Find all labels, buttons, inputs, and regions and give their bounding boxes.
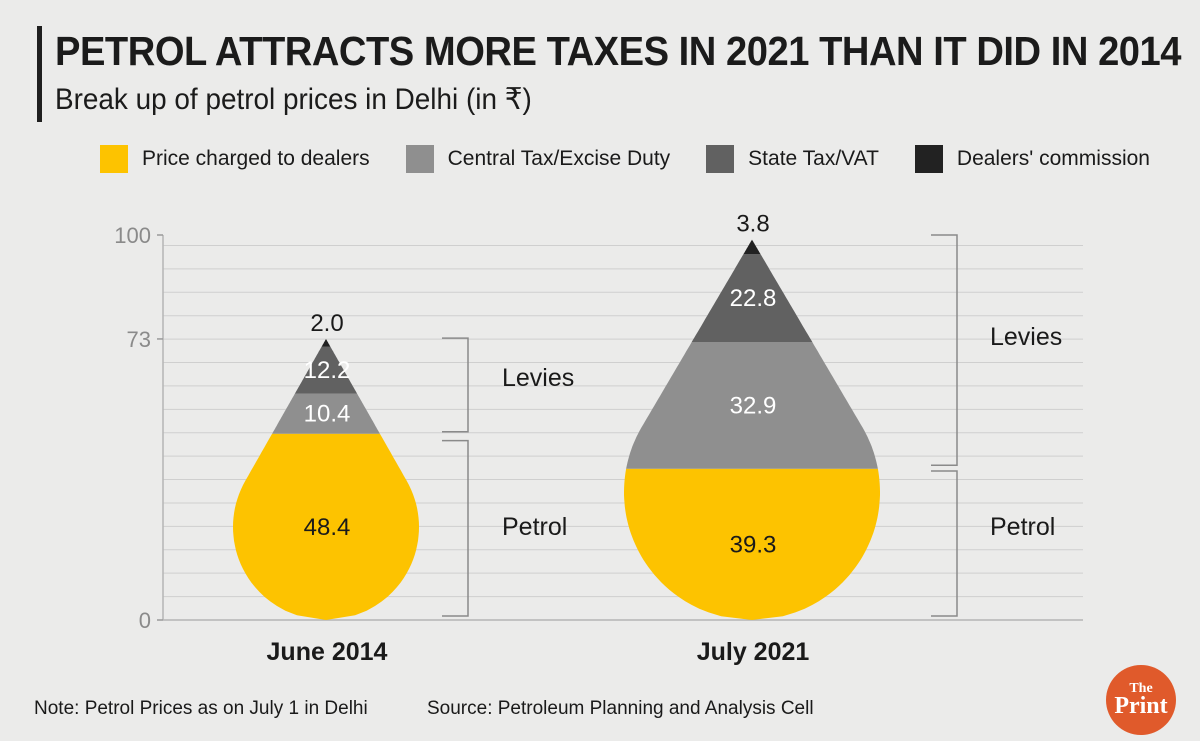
data-label: 32.9	[730, 392, 777, 419]
footer-note: Note: Petrol Prices as on July 1 in Delh…	[34, 698, 368, 719]
theprint-logo: The Print	[1106, 665, 1176, 735]
drop-segment-state-tax-vat	[691, 254, 813, 342]
legend-item: Central Tax/Excise Duty	[405, 145, 671, 173]
footer-source: Source: Petroleum Planning and Analysis …	[427, 698, 814, 719]
legend-item: Price charged to dealers	[100, 145, 370, 173]
y-tick-label: 0	[139, 608, 151, 633]
legend-swatch	[100, 145, 128, 173]
levies-bracket	[442, 337, 469, 433]
petrol-annotation: Petrol	[990, 513, 1055, 541]
data-label: 3.8	[736, 211, 769, 238]
petrol-bracket	[931, 470, 958, 617]
data-label: 12.2	[304, 357, 351, 384]
category-label: June 2014	[267, 638, 388, 666]
legend-item: Dealers' commission	[914, 145, 1150, 173]
legend: Price charged to dealers Central Tax/Exci…	[100, 145, 1186, 173]
drop-segment-central-tax-excise-duty	[626, 342, 878, 469]
levies-annotation: Levies	[502, 364, 574, 392]
drop-segment-dealers-commission	[321, 338, 331, 347]
data-label: 2.0	[310, 310, 343, 337]
data-label: 39.3	[730, 531, 777, 558]
legend-swatch	[914, 145, 943, 173]
logo-text-the: The	[1129, 680, 1153, 696]
y-tick-label: 73	[127, 327, 151, 352]
title-accent-bar	[37, 26, 42, 122]
legend-label: Central Tax/Excise Duty	[447, 147, 671, 170]
levies-annotation: Levies	[990, 323, 1062, 351]
data-label: 22.8	[730, 285, 777, 312]
legend-label: State Tax/VAT	[748, 147, 879, 170]
y-tick-label: 100	[114, 223, 151, 248]
data-label: 48.4	[304, 514, 351, 541]
legend-label: Dealers' commission	[956, 147, 1150, 170]
drop-segment-price-charged-to-dealers	[233, 433, 419, 620]
petrol-annotation: Petrol	[502, 513, 567, 541]
drop-segment-state-tax-vat	[294, 346, 358, 394]
category-label: July 2021	[697, 638, 810, 666]
legend-item: State Tax/VAT	[706, 145, 879, 173]
legend-swatch	[706, 145, 735, 173]
drop-segment-central-tax-excise-duty	[272, 393, 380, 434]
data-label: 10.4	[304, 401, 351, 428]
levies-bracket	[931, 234, 958, 466]
legend-label: Price charged to dealers	[142, 147, 370, 170]
drop-segment-price-charged-to-dealers	[624, 468, 880, 620]
chart-subtitle: Break up of petrol prices in Delhi (in ₹…	[55, 83, 532, 116]
legend-swatch	[405, 145, 434, 173]
drop-segment-dealers-commission	[743, 239, 761, 255]
petrol-bracket	[442, 439, 469, 617]
chart-title: PETROL ATTRACTS MORE TAXES IN 2021 THAN …	[55, 28, 1182, 74]
logo-text-print: Print	[1114, 692, 1168, 719]
